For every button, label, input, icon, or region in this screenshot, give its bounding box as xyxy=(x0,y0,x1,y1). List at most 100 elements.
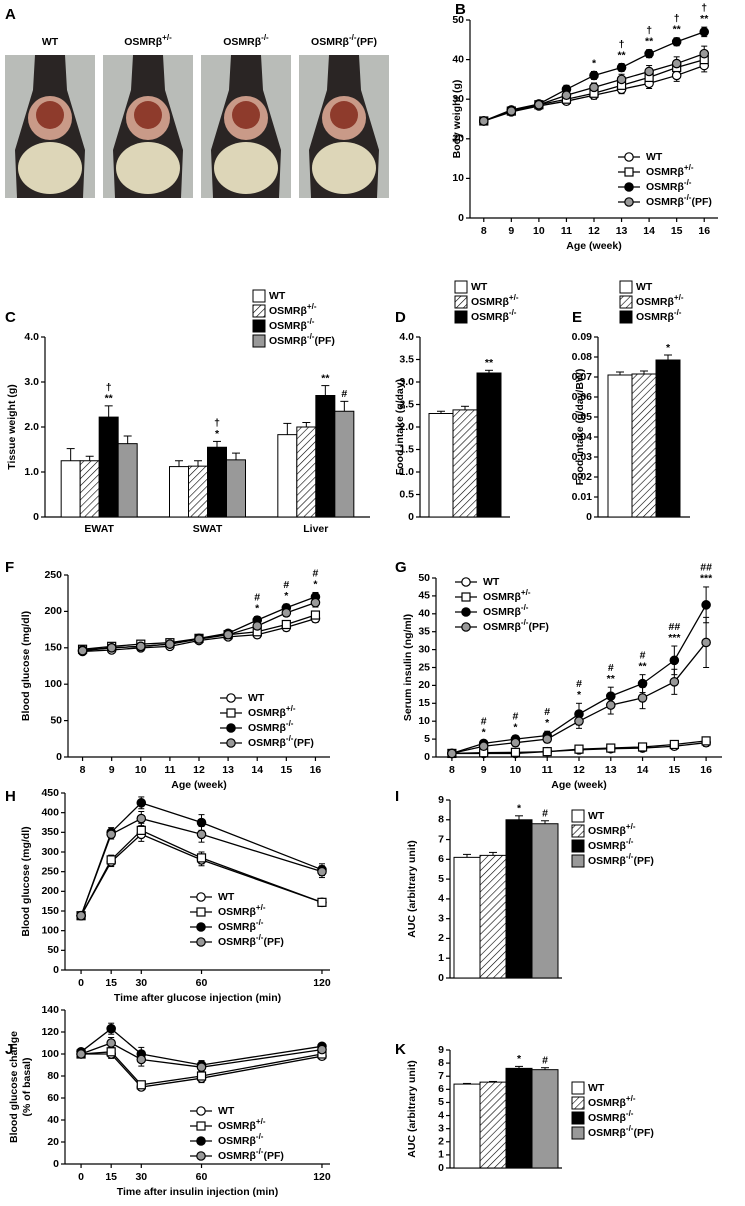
marker xyxy=(196,1062,207,1072)
marker xyxy=(589,70,599,81)
marker xyxy=(252,621,263,631)
significance: # xyxy=(341,388,347,400)
marker xyxy=(136,798,147,808)
marker xyxy=(701,637,711,648)
y-tick-label: 1.0 xyxy=(24,466,39,478)
marker xyxy=(605,691,616,701)
y-tick-label: 0.5 xyxy=(399,488,414,500)
marker xyxy=(196,817,207,828)
y-tick-label: 40 xyxy=(418,608,430,620)
legend-swatch xyxy=(454,280,468,294)
legend-label: OSMRβ-/-(PF) xyxy=(218,933,284,948)
marker xyxy=(106,1023,116,1034)
x-axis-label: Age (week) xyxy=(566,240,621,252)
marker xyxy=(671,36,682,47)
marker xyxy=(310,597,321,608)
y-tick-label: 0 xyxy=(33,511,39,523)
significance: # xyxy=(513,710,519,722)
y-axis-label: Food intake (g/day/BW) xyxy=(574,369,586,486)
x-tick-label: 12 xyxy=(193,764,205,776)
y-axis-label: Body weight (g) xyxy=(451,80,463,159)
significance: * xyxy=(592,57,597,69)
marker xyxy=(223,629,233,640)
marker xyxy=(317,897,327,907)
x-tick-label: 120 xyxy=(313,1171,331,1183)
marker xyxy=(226,738,236,748)
legend-label: OSMRβ-/-(PF) xyxy=(248,734,314,749)
legend-label: WT xyxy=(588,810,605,822)
y-tick-label: 0 xyxy=(438,972,444,984)
y-tick-label: 1 xyxy=(438,1149,444,1161)
significance: # xyxy=(542,808,548,820)
legend-label: OSMRβ+/- xyxy=(248,704,296,719)
legend-label: WT xyxy=(218,891,235,903)
marker xyxy=(196,937,206,947)
marker xyxy=(589,82,599,93)
y-tick-label: 1.0 xyxy=(399,466,414,478)
significance: # xyxy=(542,1054,548,1066)
x-tick-label: 16 xyxy=(700,764,712,776)
bar xyxy=(169,466,189,518)
x-tick-label: 9 xyxy=(508,225,514,237)
y-tick-label: 0.04 xyxy=(572,431,593,443)
marker xyxy=(616,74,627,85)
y-tick-label: 100 xyxy=(41,924,59,936)
y-tick-label: 3.5 xyxy=(399,353,414,365)
x-axis-label: Time after glucose injection (min) xyxy=(114,992,281,1004)
legend-swatch xyxy=(571,824,585,838)
y-tick-label: 3.0 xyxy=(399,376,414,388)
marker xyxy=(76,1049,86,1059)
marker xyxy=(624,182,634,192)
marker xyxy=(644,66,654,77)
marker xyxy=(77,645,88,656)
y-tick-label: 2.0 xyxy=(24,421,39,433)
significance: # xyxy=(313,567,319,579)
y-tick-label: 7 xyxy=(438,1070,444,1082)
legend-swatch xyxy=(454,295,468,309)
panel-letter: K xyxy=(395,1041,406,1058)
y-tick-label: 30 xyxy=(418,643,430,655)
marker xyxy=(194,634,204,644)
y-tick-label: 200 xyxy=(41,885,59,897)
marker xyxy=(196,1121,206,1131)
y-tick-label: 3.0 xyxy=(24,376,39,388)
significance: ## xyxy=(700,562,712,574)
legend-label: WT xyxy=(471,281,488,293)
x-tick-label: 11 xyxy=(561,225,572,237)
marker xyxy=(478,116,489,126)
marker xyxy=(510,747,521,757)
x-tick-label: 9 xyxy=(481,764,487,776)
marker xyxy=(542,734,553,744)
significance: * xyxy=(255,602,260,614)
marker xyxy=(534,99,544,110)
x-tick-label: 14 xyxy=(251,764,263,776)
bar xyxy=(98,416,119,518)
marker xyxy=(461,607,471,617)
bar xyxy=(505,1067,533,1169)
legend-label: OSMRβ-/- xyxy=(471,308,517,323)
bar xyxy=(479,1081,507,1169)
y-tick-label: 10 xyxy=(452,172,464,184)
photo-label: WT xyxy=(42,36,59,48)
legend-label: OSMRβ+/- xyxy=(269,302,317,317)
significance: ** xyxy=(645,35,654,47)
legend-label: OSMRβ-/- xyxy=(269,317,315,332)
y-tick-label: 150 xyxy=(44,642,62,654)
marker xyxy=(506,106,517,116)
legend-label: OSMRβ+/- xyxy=(646,163,694,178)
significance: † xyxy=(619,38,625,50)
x-tick-label: EWAT xyxy=(84,523,114,535)
legend-swatch xyxy=(571,1126,585,1140)
marker xyxy=(616,62,627,73)
y-tick-label: 0 xyxy=(408,511,414,523)
legend-label: WT xyxy=(588,1082,605,1094)
y-axis-label: Serum insulin (ng/ml) xyxy=(402,614,414,721)
legend-label: OSMRβ+/- xyxy=(588,1094,636,1109)
bar xyxy=(296,426,317,518)
y-tick-label: 0 xyxy=(424,751,430,763)
marker xyxy=(196,907,206,917)
significance: # xyxy=(608,662,614,674)
significance: ** xyxy=(607,673,616,685)
legend-label: OSMRβ-/-(PF) xyxy=(646,193,712,208)
y-tick-label: 8 xyxy=(438,814,444,826)
